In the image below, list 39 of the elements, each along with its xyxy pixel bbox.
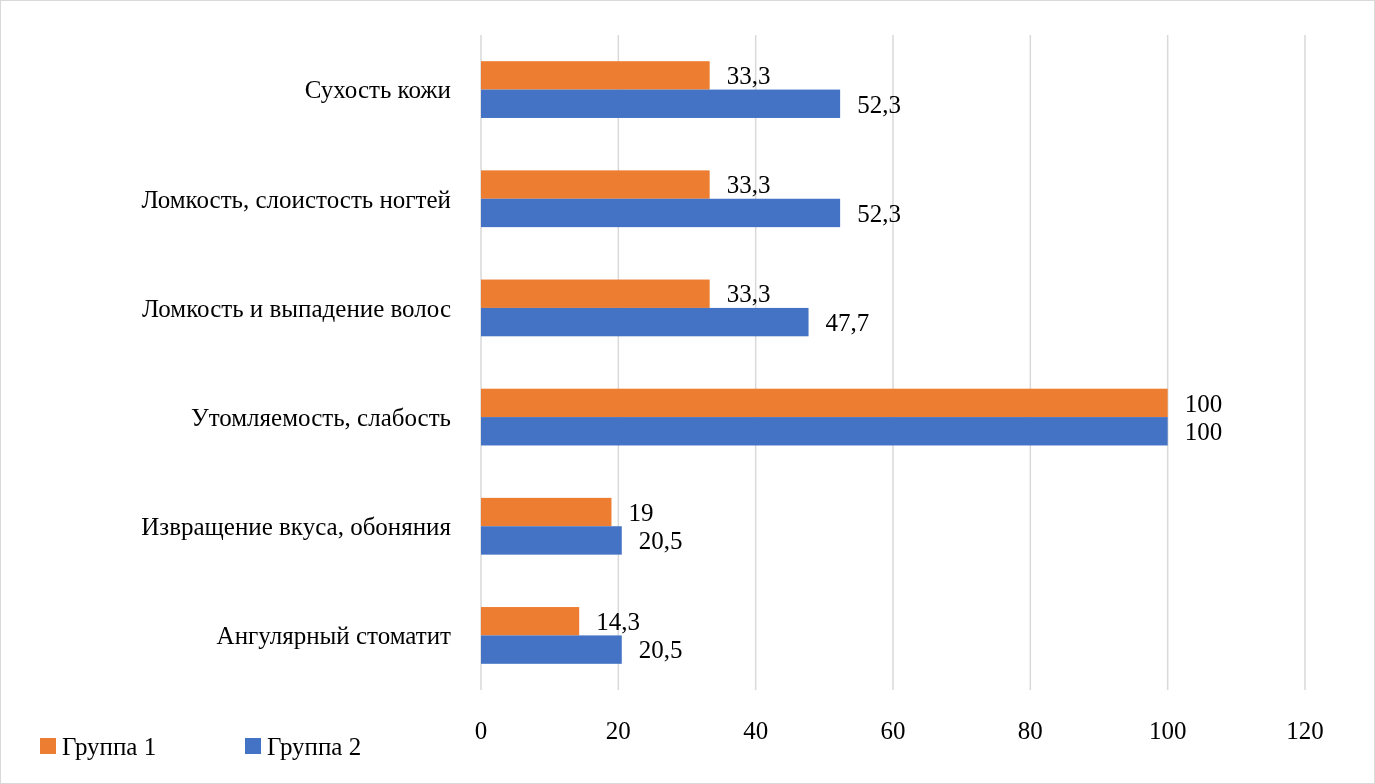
bar <box>481 607 580 636</box>
bar <box>481 417 1168 446</box>
x-tick-label: 20 <box>605 716 631 744</box>
y-tick-label: Ломкость и выпадение волос <box>142 294 451 322</box>
bar <box>481 279 710 308</box>
x-tick-label: 120 <box>1286 716 1324 744</box>
data-label: 52,3 <box>857 90 901 118</box>
bar <box>481 61 710 90</box>
bar <box>481 307 809 337</box>
y-tick-label: Утомляемость, слабость <box>190 403 451 431</box>
legend-label: Группа 1 <box>62 732 157 760</box>
data-label: 100 <box>1184 389 1223 417</box>
bar <box>481 526 622 555</box>
y-tick-label: Ангулярный стоматит <box>216 622 452 650</box>
x-tick-label: 60 <box>880 716 906 744</box>
data-label: 19 <box>628 498 654 526</box>
legend-label: Группа 2 <box>267 732 362 760</box>
bar <box>481 388 1168 418</box>
data-label: 33,3 <box>726 171 771 199</box>
bar <box>481 497 612 527</box>
data-label: 14,3 <box>596 607 640 635</box>
y-tick-label: Ломкость, слоистость ногтей <box>141 185 451 213</box>
data-label: 100 <box>1184 418 1223 446</box>
y-tick-label: Извращение вкуса, обоняния <box>141 513 452 540</box>
bar <box>481 635 622 664</box>
x-tick-label: 0 <box>474 716 488 744</box>
bar <box>481 170 710 199</box>
bar <box>481 198 841 228</box>
x-tick-label: 80 <box>1017 716 1043 744</box>
y-tick-label: Сухость кожи <box>304 76 451 104</box>
x-tick-label: 100 <box>1148 716 1187 744</box>
x-tick-label: 40 <box>743 716 769 744</box>
bar <box>481 89 841 118</box>
data-label: 20,5 <box>638 636 683 664</box>
data-label: 20,5 <box>638 527 683 555</box>
data-label: 52,3 <box>857 199 901 227</box>
data-label: 47,7 <box>825 308 870 336</box>
data-label: 33,3 <box>726 280 771 308</box>
data-label: 33,3 <box>726 62 771 90</box>
